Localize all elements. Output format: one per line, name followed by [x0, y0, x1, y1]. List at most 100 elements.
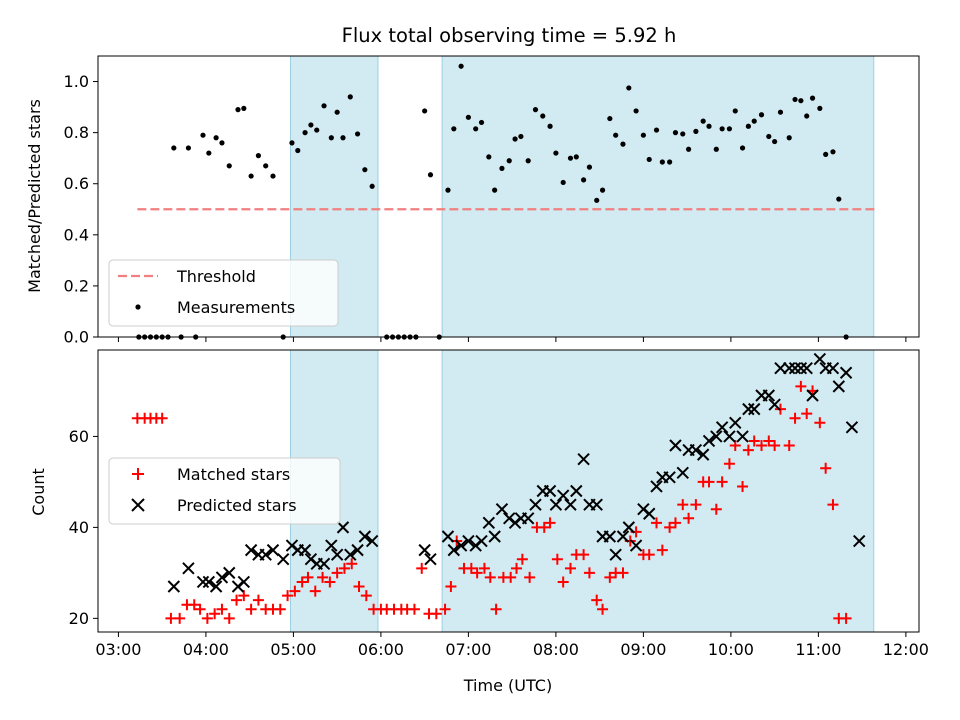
- predicted-star-point: [365, 534, 379, 548]
- legend-matched-swatch: [132, 468, 144, 480]
- matched-star-point: [445, 581, 457, 593]
- matched-star-point: [617, 567, 629, 579]
- matched-star-point: [729, 440, 741, 452]
- matched-star-point: [216, 603, 228, 615]
- predicted-star-point: [182, 562, 195, 575]
- matched-star-point: [763, 435, 775, 447]
- measurement-point: [804, 113, 810, 119]
- matched-star-point: [416, 562, 428, 574]
- matched-star-point: [408, 603, 420, 615]
- matched-star-point: [346, 558, 358, 570]
- matched-star-point: [578, 549, 590, 561]
- measurement-point: [560, 179, 566, 186]
- predicted-star-point: [676, 466, 689, 480]
- x-tick-label: 04:00: [183, 640, 229, 659]
- measurement-point: [486, 154, 492, 160]
- y-tick-label: 0.0: [64, 328, 89, 347]
- measurement-point: [525, 158, 531, 164]
- matched-star-point: [710, 503, 722, 515]
- predicted-star-point: [418, 543, 431, 557]
- y-tick-label: 20: [69, 609, 89, 628]
- matched-star-point: [756, 440, 768, 452]
- measurement-point: [219, 140, 225, 146]
- matched-star-point: [296, 576, 308, 588]
- top-shaded-regions: [289, 55, 875, 338]
- predicted-star-point: [529, 498, 542, 511]
- matched-star-point: [505, 571, 517, 583]
- measurement-point: [340, 135, 346, 141]
- predicted-star-point: [462, 534, 475, 548]
- predicted-star-point: [424, 553, 437, 566]
- matched-star-point: [511, 562, 523, 574]
- measurement-point: [506, 158, 512, 164]
- predicted-star-point: [447, 543, 461, 557]
- x-tick-label: 05:00: [270, 640, 316, 659]
- matched-star-point: [643, 549, 655, 561]
- predicted-star-point: [543, 484, 557, 498]
- top-x-ticks: [117, 337, 907, 342]
- predicted-star-point: [482, 516, 496, 530]
- matched-star-point: [716, 476, 728, 488]
- matched-star-point: [274, 603, 286, 615]
- matched-star-point: [591, 594, 603, 606]
- measurement-point: [354, 131, 361, 137]
- y-tick-label: 40: [69, 518, 89, 537]
- legend-measurements-swatch: [135, 304, 141, 310]
- measurement-point: [772, 138, 778, 145]
- measurement-point: [512, 136, 518, 142]
- measurement-point: [633, 108, 639, 114]
- matched-star-point: [789, 412, 801, 424]
- measurement-point: [646, 156, 652, 163]
- measurement-point: [478, 119, 485, 126]
- measurement-point: [185, 145, 192, 151]
- predicted-star-point: [317, 557, 331, 570]
- predicted-star-point: [488, 530, 501, 543]
- matched-star-point: [669, 517, 681, 529]
- predicted-star-point: [298, 543, 312, 557]
- matched-star-point: [188, 599, 200, 611]
- measurement-point: [200, 132, 206, 138]
- predicted-star-point: [783, 361, 796, 375]
- measurement-point: [586, 164, 593, 170]
- measurement-point: [302, 130, 308, 136]
- predicted-star-point: [215, 571, 229, 584]
- y-tick-label: 0.4: [64, 225, 89, 244]
- matched-star-point: [801, 408, 813, 420]
- matched-star-point: [516, 553, 528, 565]
- predicted-star-point: [762, 389, 776, 402]
- measurement-point: [726, 126, 733, 132]
- matched-star-point: [703, 476, 715, 488]
- predicted-star-point: [351, 543, 364, 557]
- top-y-axis-label: Matched/Predicted stars: [25, 99, 44, 293]
- matched-star-point: [282, 590, 294, 602]
- predicted-star-point: [622, 521, 636, 534]
- matched-star-point: [827, 499, 839, 511]
- measurement-point: [581, 177, 587, 183]
- predicted-star-point: [669, 439, 682, 452]
- predicted-star-point: [616, 530, 630, 543]
- measurement-point: [653, 127, 660, 133]
- measurement-point: [732, 108, 738, 114]
- matched-star-point: [471, 567, 483, 579]
- matched-star-point: [484, 571, 496, 583]
- measurement-point: [226, 163, 232, 169]
- predicted-star-point: [590, 498, 603, 511]
- measurement-point: [823, 151, 829, 157]
- matched-star-point: [338, 562, 350, 574]
- observing-window-shade: [441, 349, 875, 633]
- measurement-point: [553, 150, 559, 156]
- matched-star-point: [430, 608, 442, 620]
- y-tick-label: 0.2: [64, 276, 89, 295]
- predicted-star-point: [710, 430, 723, 443]
- matched-star-point: [174, 612, 186, 624]
- predicted-star-point: [806, 389, 819, 402]
- measurement-point: [171, 145, 177, 151]
- matched-star-point: [683, 512, 695, 524]
- predicted-star-point: [223, 566, 236, 580]
- x-tick-label: 11:00: [795, 640, 841, 659]
- predicted-star-point: [603, 530, 617, 543]
- predicted-star-point: [202, 575, 216, 589]
- x-tick-label: 08:00: [533, 640, 579, 659]
- predicted-star-point: [549, 498, 563, 511]
- x-tick-label: 06:00: [358, 640, 404, 659]
